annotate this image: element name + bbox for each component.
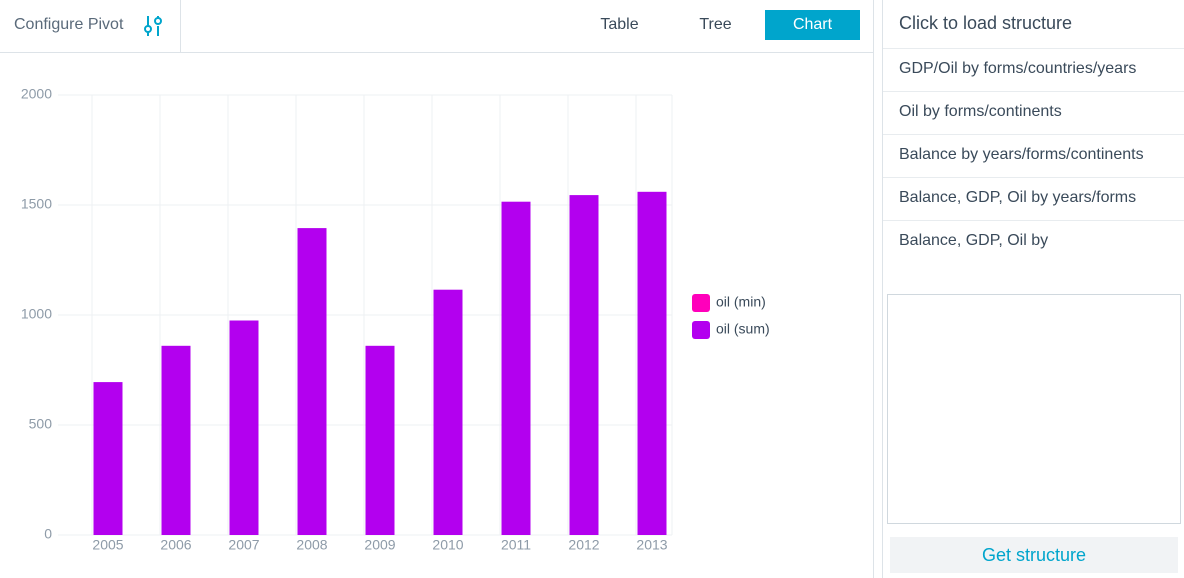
pivot-panel: Configure Pivot Table Tree Chart 0 500 1000 1… bbox=[0, 0, 874, 578]
bar bbox=[161, 345, 191, 535]
x-tick-label: 2007 bbox=[228, 537, 259, 553]
panel-title: Click to load structure bbox=[899, 13, 1073, 33]
legend-label: oil (sum) bbox=[716, 321, 770, 337]
get-structure-button[interactable]: Get structure bbox=[890, 537, 1178, 573]
x-tick-label: 2005 bbox=[92, 537, 123, 553]
configure-button[interactable]: Configure Pivot bbox=[0, 0, 181, 52]
x-tick-label: 2012 bbox=[568, 537, 599, 553]
bar bbox=[93, 382, 123, 535]
x-tick-label: 2006 bbox=[160, 537, 191, 553]
x-tick-label: 2009 bbox=[364, 537, 395, 553]
chart: 0 500 1000 1500 2000 2005 2006 2007 2008 2009 2010… bbox=[21, 86, 770, 553]
legend-swatch bbox=[692, 294, 710, 312]
bar bbox=[569, 195, 599, 535]
x-tick-label: 2008 bbox=[296, 537, 327, 553]
structure-item[interactable]: Oil by forms/continents bbox=[883, 91, 1184, 134]
configure-label: Configure Pivot bbox=[14, 16, 124, 33]
structure-item[interactable]: Balance by years/forms/continents bbox=[883, 134, 1184, 177]
view-tab[interactable]: Chart bbox=[765, 10, 860, 40]
x-tick-label: 2010 bbox=[432, 537, 463, 553]
view-tab[interactable]: Table bbox=[600, 16, 639, 33]
bar bbox=[297, 228, 327, 535]
structure-textarea[interactable] bbox=[887, 294, 1181, 524]
view-tab[interactable]: Tree bbox=[699, 16, 732, 33]
toolbar: Configure Pivot Table Tree Chart bbox=[0, 0, 873, 53]
y-tick-label: 500 bbox=[29, 416, 53, 432]
y-tick-label: 0 bbox=[44, 526, 52, 542]
bar bbox=[501, 201, 531, 535]
structure-item[interactable]: Balance, GDP, Oil by bbox=[883, 220, 1184, 263]
y-tick-label: 1500 bbox=[21, 196, 52, 212]
legend-swatch bbox=[692, 321, 710, 339]
structure-item[interactable]: Balance, GDP, Oil by years/forms bbox=[883, 177, 1184, 220]
structure-panel: Click to load structure GDP/Oil by forms… bbox=[882, 0, 1184, 578]
y-tick-label: 2000 bbox=[21, 86, 52, 102]
settings-icon bbox=[144, 16, 162, 36]
x-tick-label: 2013 bbox=[636, 537, 667, 553]
structure-item[interactable]: GDP/Oil by forms/countries/years bbox=[883, 48, 1184, 91]
y-tick-label: 1000 bbox=[21, 306, 52, 322]
x-tick-label: 2011 bbox=[501, 537, 531, 553]
bar bbox=[433, 289, 463, 535]
bar bbox=[365, 345, 395, 535]
bar bbox=[229, 320, 259, 535]
bar bbox=[637, 191, 667, 536]
legend-label: oil (min) bbox=[716, 294, 766, 310]
